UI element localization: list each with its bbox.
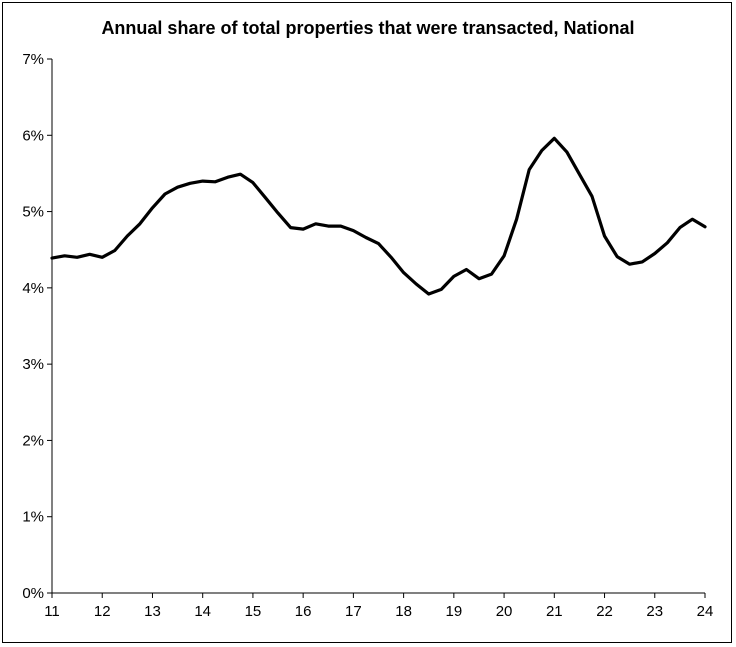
series-group xyxy=(50,136,707,296)
x-tick-label: 15 xyxy=(245,603,262,620)
x-tick-label: 17 xyxy=(345,603,362,620)
x-tick-label: 18 xyxy=(395,603,412,620)
y-tick-label: 3% xyxy=(22,356,44,373)
x-tick-label: 14 xyxy=(194,603,211,620)
x-tick-label: 21 xyxy=(546,603,563,620)
y-tick-label: 6% xyxy=(22,127,44,144)
x-tick-label: 22 xyxy=(596,603,613,620)
axes xyxy=(51,59,705,594)
x-tick-label: 23 xyxy=(646,603,663,620)
x-tick-label: 13 xyxy=(144,603,161,620)
x-tick-label: 16 xyxy=(295,603,312,620)
x-tick-label: 20 xyxy=(496,603,513,620)
x-tick-label: 12 xyxy=(94,603,111,620)
y-tick-label: 1% xyxy=(22,509,44,526)
x-tick-label: 24 xyxy=(697,603,714,620)
y-tick-label: 0% xyxy=(22,585,44,602)
chart-title: Annual share of total properties that we… xyxy=(101,18,634,38)
series-line-national xyxy=(50,136,707,296)
x-tick-label: 19 xyxy=(446,603,463,620)
y-tick-label: 2% xyxy=(22,432,44,449)
x-axis-ticks: 11 12 13 14 15 16 17 18 19 20 21 22 23 24 xyxy=(44,593,713,620)
y-tick-label: 4% xyxy=(22,280,44,297)
y-tick-label: 7% xyxy=(22,51,44,68)
y-tick-label: 5% xyxy=(22,204,44,221)
x-tick-label: 11 xyxy=(44,603,60,620)
y-axis-ticks: 0% 1% 2% 3% 4% 5% 6% 7% xyxy=(22,51,52,602)
